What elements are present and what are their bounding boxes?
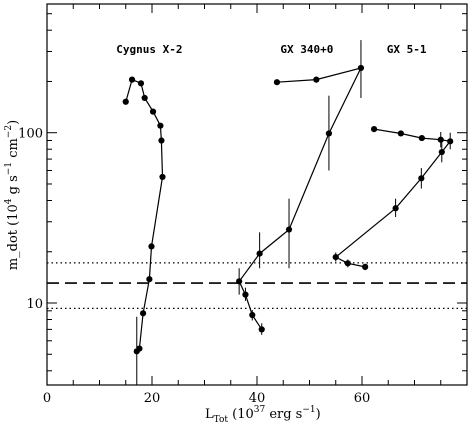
- data-point: [139, 310, 147, 317]
- series-3: [332, 126, 454, 271]
- series-2: [236, 40, 365, 335]
- data-point: [397, 130, 404, 137]
- data-point: [392, 205, 399, 212]
- x-tick-label: 20: [144, 391, 161, 406]
- annotation-label: Cygnus X-2: [116, 43, 182, 56]
- data-point: [332, 254, 339, 261]
- axis-ticks: [47, 4, 467, 385]
- y-axis-title: m_dot (104 g s−1 cm−2): [4, 120, 21, 270]
- data-point: [285, 226, 293, 233]
- x-axis-title: LTot (1037 erg s−1): [205, 405, 321, 425]
- data-point: [149, 108, 157, 115]
- y-tick-label: 10: [26, 297, 43, 312]
- data-point: [418, 175, 425, 182]
- series-1: [122, 76, 166, 385]
- data-point: [128, 76, 136, 83]
- data-point: [148, 243, 155, 250]
- series-line: [334, 128, 452, 268]
- data-point: [141, 94, 148, 102]
- data-point: [159, 173, 166, 181]
- reference-lines: [47, 262, 467, 310]
- data-point: [236, 278, 243, 285]
- data-point: [447, 138, 454, 145]
- data-point: [146, 276, 153, 283]
- data-point: [418, 134, 425, 142]
- x-tick-label: 0: [43, 391, 51, 406]
- data-point: [273, 79, 281, 86]
- data-point: [437, 136, 444, 143]
- plot-frame: [46, 3, 468, 386]
- data-point: [133, 348, 140, 355]
- data-series: [122, 40, 454, 385]
- data-point: [362, 263, 369, 270]
- data-point: [438, 148, 445, 156]
- annotation-label: GX 340+0: [280, 43, 333, 56]
- annotations: Cygnus X-2 GX 340+0 GX 5-1: [116, 43, 427, 56]
- data-point: [122, 98, 129, 105]
- data-point: [258, 326, 265, 333]
- data-point: [357, 64, 365, 72]
- data-point: [325, 130, 333, 137]
- x-tick-label: 60: [354, 391, 371, 406]
- data-point: [370, 126, 378, 133]
- annotation-label: GX 5-1: [387, 43, 427, 56]
- series-line: [238, 67, 363, 330]
- tick-labels: 0 20 40 60 10 100: [18, 127, 370, 406]
- data-point: [256, 250, 263, 257]
- data-point: [158, 137, 165, 144]
- y-tick-label: 100: [18, 127, 43, 142]
- data-point: [249, 311, 256, 319]
- data-point: [137, 80, 145, 87]
- x-tick-label: 40: [249, 391, 266, 406]
- data-point: [157, 122, 164, 129]
- data-point: [313, 76, 320, 83]
- data-point: [242, 291, 249, 298]
- data-point: [344, 260, 351, 267]
